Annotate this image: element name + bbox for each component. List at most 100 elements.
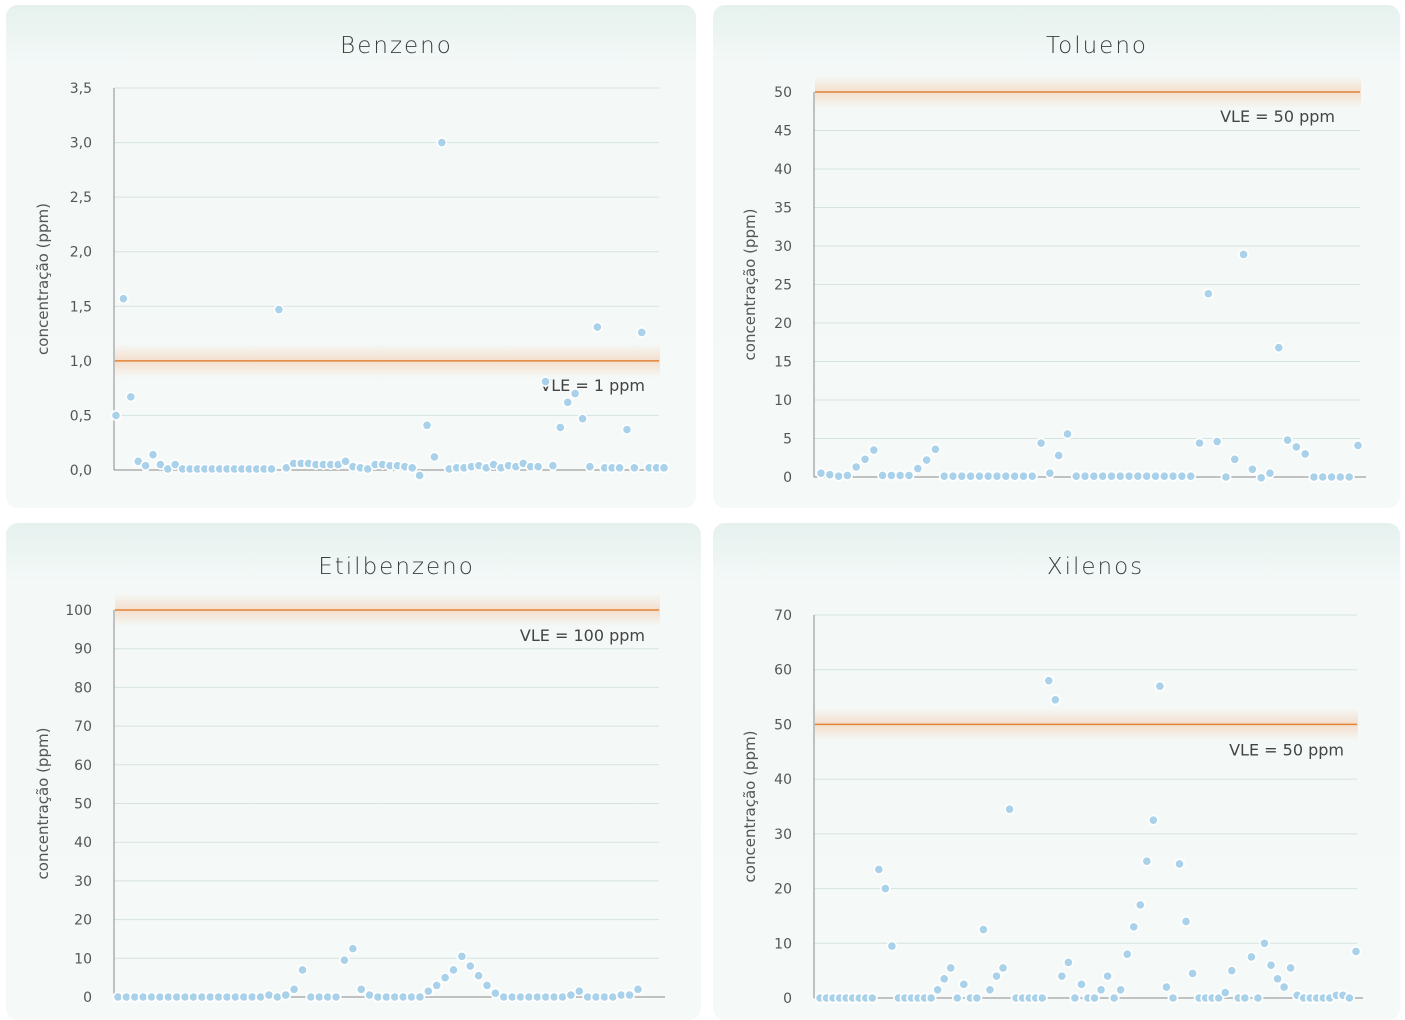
data-point bbox=[1187, 967, 1198, 979]
data-point bbox=[1246, 951, 1257, 963]
data-point bbox=[1062, 957, 1074, 968]
chart-benzeno: Benzeno 0,0 0,5 1,0 1,5 2,0 2,5 3,0 3,5 concentra… bbox=[34, 33, 670, 481]
y-tick-label: 70 bbox=[774, 608, 792, 624]
data-point bbox=[879, 883, 891, 894]
data-point bbox=[562, 396, 574, 408]
data-point bbox=[1226, 965, 1238, 977]
y-tick-label: 50 bbox=[774, 717, 792, 733]
data-point bbox=[1069, 992, 1081, 1004]
data-point bbox=[859, 453, 871, 465]
data-point bbox=[824, 469, 836, 481]
y-tick-label: 0,0 bbox=[70, 463, 92, 479]
data-point bbox=[1252, 992, 1264, 1004]
data-point bbox=[547, 460, 559, 472]
data-point bbox=[984, 984, 996, 996]
data-point bbox=[930, 443, 941, 455]
chart-title: Etilbenzeno bbox=[318, 554, 475, 580]
data-point bbox=[903, 470, 915, 481]
data-point bbox=[1219, 987, 1231, 998]
data-point bbox=[1035, 437, 1047, 449]
data-point bbox=[1202, 288, 1214, 300]
data-point bbox=[125, 391, 137, 403]
data-point bbox=[632, 983, 644, 995]
data-point bbox=[577, 413, 588, 425]
y-tick-label: 3,5 bbox=[70, 81, 92, 97]
data-point bbox=[628, 462, 640, 474]
data-point bbox=[1343, 471, 1355, 483]
chart-xilenos: Xilenos 0 10 20 30 40 50 60 70 concentração (ppm)… bbox=[741, 554, 1363, 1007]
data-point bbox=[266, 463, 277, 475]
data-point bbox=[1180, 915, 1192, 927]
data-point bbox=[1114, 470, 1126, 482]
data-point bbox=[982, 470, 994, 482]
data-point bbox=[1264, 467, 1276, 479]
data-point bbox=[925, 992, 937, 1004]
data-point bbox=[1102, 970, 1114, 982]
data-point bbox=[1141, 470, 1153, 482]
data-point bbox=[1049, 694, 1061, 706]
data-point bbox=[280, 989, 292, 1001]
data-point bbox=[1128, 921, 1140, 933]
data-point bbox=[1255, 472, 1267, 484]
data-point bbox=[1344, 992, 1355, 1004]
data-point bbox=[621, 424, 633, 436]
data-point bbox=[1000, 470, 1012, 482]
y-axis-label: concentração (ppm) bbox=[34, 203, 52, 355]
data-point bbox=[1009, 470, 1021, 482]
chart-title: Benzeno bbox=[340, 33, 453, 59]
limit-label: VLE = 50 ppm bbox=[1220, 107, 1335, 126]
data-point bbox=[1285, 962, 1297, 974]
data-point bbox=[877, 470, 889, 481]
data-point bbox=[339, 954, 350, 966]
data-point bbox=[658, 462, 670, 474]
limit-label: VLE = 1 ppm bbox=[540, 376, 645, 395]
limit-label: VLE = 100 ppm bbox=[520, 626, 645, 645]
data-point bbox=[147, 449, 159, 461]
data-point bbox=[956, 470, 968, 482]
y-tick-label: 40 bbox=[774, 162, 792, 178]
data-point bbox=[842, 470, 853, 481]
chart-panel-benzeno: Benzeno 0,0 0,5 1,0 1,5 2,0 2,5 3,0 3,5 concentra… bbox=[6, 5, 696, 508]
data-point bbox=[1147, 814, 1159, 826]
data-point bbox=[490, 987, 501, 999]
data-point bbox=[624, 989, 636, 1001]
y-tick-label: 60 bbox=[74, 758, 92, 774]
y-tick-label: 1,0 bbox=[70, 354, 92, 370]
data-point bbox=[636, 327, 648, 338]
data-point bbox=[1334, 471, 1346, 483]
data-point bbox=[1036, 992, 1048, 1004]
y-tick-label: 50 bbox=[74, 797, 92, 813]
data-point bbox=[947, 470, 959, 482]
data-point bbox=[273, 304, 285, 315]
data-point bbox=[429, 451, 440, 463]
data-point bbox=[355, 983, 367, 995]
data-point bbox=[978, 924, 989, 936]
chart-panel-etilbenzeno: Etilbenzeno 0 10 20 30 40 50 60 70 80 90 100 concent… bbox=[6, 523, 701, 1020]
data-point bbox=[288, 983, 300, 995]
data-point bbox=[974, 470, 985, 482]
data-point bbox=[532, 461, 544, 473]
y-tick-label: 10 bbox=[774, 936, 792, 952]
data-point bbox=[1150, 470, 1161, 482]
data-point bbox=[1167, 992, 1179, 1004]
data-point bbox=[1317, 471, 1329, 483]
data-point bbox=[614, 462, 625, 474]
data-point bbox=[1290, 441, 1302, 453]
y-tick-label: 15 bbox=[774, 355, 792, 371]
data-point bbox=[1326, 471, 1337, 483]
y-tick-label: 10 bbox=[74, 951, 92, 967]
chart-panel-tolueno: Tolueno 0 5 10 15 20 25 30 35 40 45 50 concentração … bbox=[713, 5, 1400, 508]
data-point bbox=[1154, 680, 1166, 692]
data-point bbox=[1265, 959, 1277, 971]
y-tick-label: 70 bbox=[74, 719, 92, 735]
y-tick-label: 20 bbox=[774, 882, 792, 898]
y-tick-label: 40 bbox=[74, 835, 92, 851]
y-tick-label: 60 bbox=[774, 663, 792, 679]
data-point bbox=[912, 463, 924, 474]
y-tick-label: 0,5 bbox=[70, 408, 92, 424]
data-point bbox=[932, 984, 944, 996]
data-point bbox=[110, 410, 122, 421]
data-point bbox=[1115, 984, 1127, 996]
data-point bbox=[1123, 470, 1135, 482]
data-point bbox=[991, 970, 1002, 982]
